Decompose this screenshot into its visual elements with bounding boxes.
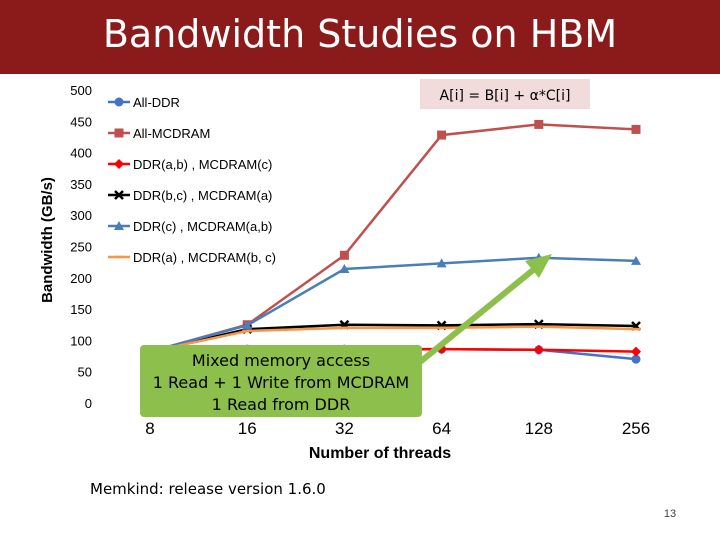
x-tick-label: 32 bbox=[335, 419, 354, 438]
y-tick-label: 300 bbox=[70, 208, 92, 223]
x-tick-label: 256 bbox=[622, 419, 650, 438]
slide-title: Bandwidth Studies on HBM bbox=[102, 12, 618, 56]
y-tick-label: 350 bbox=[70, 177, 92, 192]
legend-label: DDR(c) , MCDRAM(a,b) bbox=[133, 219, 272, 234]
callout-line: 1 Read + 1 Write from MCDRAM bbox=[153, 373, 409, 392]
legend-marker bbox=[114, 221, 124, 230]
data-point bbox=[242, 320, 253, 330]
callout-line: Mixed memory access bbox=[192, 351, 370, 370]
callout-line: 1 Read from DDR bbox=[212, 395, 351, 414]
y-tick-label: 450 bbox=[70, 114, 92, 129]
legend-label: DDR(b,c) , MCDRAM(a) bbox=[133, 188, 272, 203]
data-point bbox=[437, 130, 447, 140]
y-tick-label: 0 bbox=[85, 396, 92, 411]
data-point bbox=[631, 354, 641, 364]
legend-marker bbox=[114, 159, 124, 169]
legend-marker bbox=[114, 97, 124, 107]
x-tick-label: 64 bbox=[432, 419, 451, 438]
data-point bbox=[339, 264, 350, 274]
data-point bbox=[631, 255, 641, 265]
y-tick-label: 400 bbox=[70, 146, 92, 161]
legend-marker bbox=[114, 128, 124, 138]
x-axis-label: Number of threads bbox=[309, 445, 451, 462]
x-tick-label: 16 bbox=[238, 419, 257, 438]
series-line-6 bbox=[149, 325, 637, 353]
legend-label: All-MCDRAM bbox=[133, 126, 210, 141]
footnote: Memkind: release version 1.6.0 bbox=[90, 480, 326, 498]
data-point bbox=[631, 346, 641, 357]
y-tick-label: 50 bbox=[78, 365, 92, 380]
formula-box bbox=[420, 79, 590, 109]
x-tick-label: 8 bbox=[145, 419, 154, 438]
callout-arrow bbox=[418, 263, 540, 365]
data-point bbox=[534, 119, 544, 129]
y-tick-label: 200 bbox=[70, 271, 92, 286]
data-point bbox=[339, 250, 349, 260]
data-point bbox=[436, 258, 447, 268]
y-tick-label: 150 bbox=[70, 302, 92, 317]
y-tick-label: 100 bbox=[70, 333, 92, 348]
series-line-5 bbox=[149, 256, 637, 353]
data-point bbox=[631, 124, 641, 134]
title-bar bbox=[0, 0, 720, 74]
y-tick-label: 250 bbox=[70, 240, 92, 255]
legend-marker bbox=[114, 190, 124, 200]
callout-arrowhead bbox=[525, 254, 552, 278]
series-line-4 bbox=[149, 322, 637, 353]
formula-text: A[i] = B[i] + α*C[i] bbox=[440, 88, 571, 104]
y-tick-label: 500 bbox=[70, 83, 92, 98]
page-number: 13 bbox=[663, 508, 677, 520]
data-point bbox=[533, 344, 544, 355]
callout-box bbox=[140, 345, 422, 417]
x-tick-label: 128 bbox=[525, 419, 553, 438]
legend-label: DDR(a,b) , MCDRAM(c) bbox=[133, 157, 272, 172]
legend-label: DDR(a) , MCDRAM(b, c) bbox=[133, 250, 276, 265]
legend-label: All-DDR bbox=[133, 95, 180, 110]
y-axis-label: Bandwidth (GB/s) bbox=[39, 177, 56, 303]
